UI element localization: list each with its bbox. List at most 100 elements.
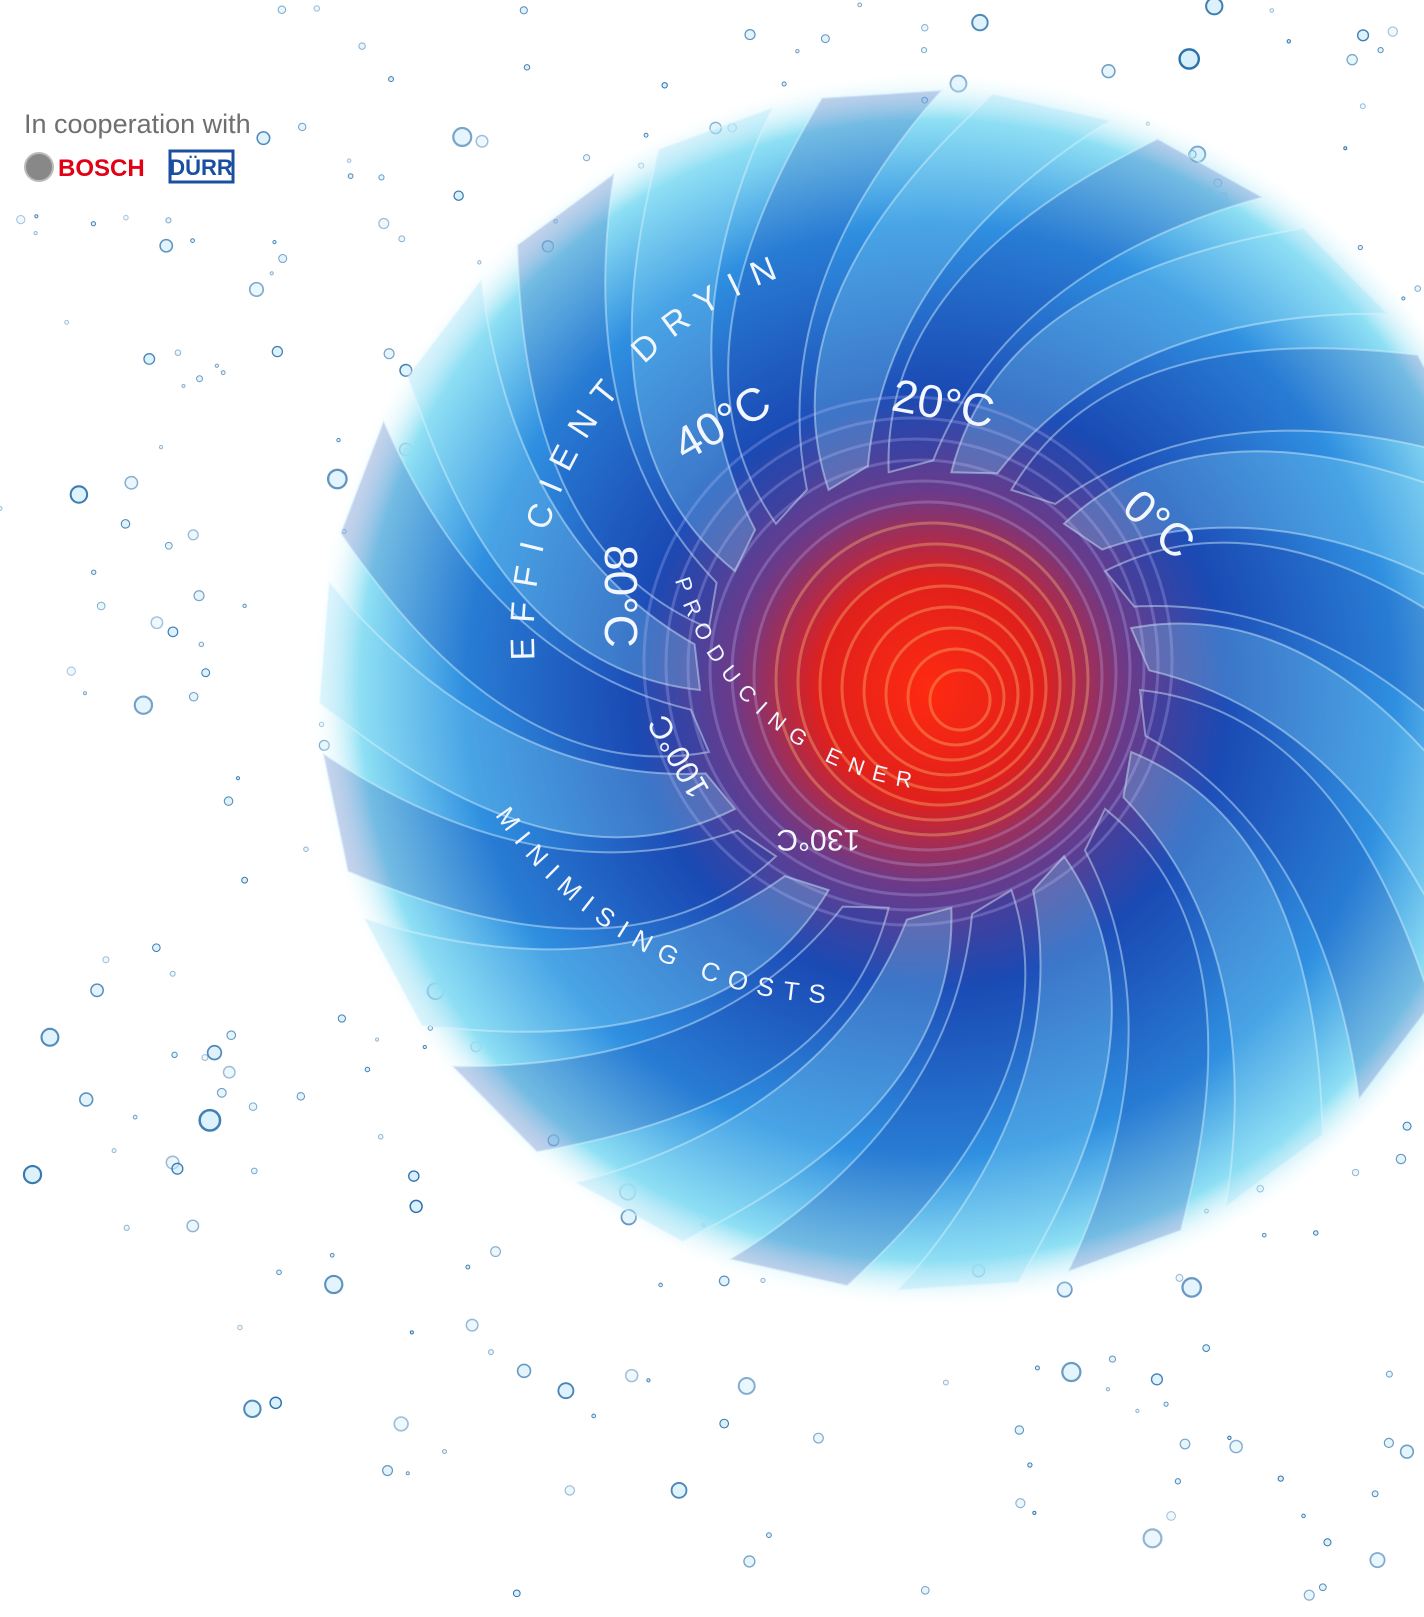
bubble — [512, 1589, 521, 1598]
bubble — [942, 1379, 949, 1386]
bubble — [820, 34, 830, 44]
vortex — [300, 70, 1424, 1310]
bubble — [150, 616, 164, 630]
blade — [727, 89, 944, 526]
ring — [708, 458, 1132, 882]
bubble — [744, 28, 756, 41]
bubble — [256, 131, 271, 146]
bubble — [1301, 1513, 1306, 1519]
bubble — [1377, 46, 1384, 54]
blade — [813, 93, 1113, 492]
ring — [818, 563, 1062, 807]
bubble — [475, 134, 489, 148]
bubble — [124, 475, 139, 490]
bubble — [1202, 1344, 1211, 1353]
bubble — [658, 1282, 663, 1288]
bubble — [216, 1087, 227, 1098]
bubble — [201, 668, 211, 678]
bubble — [516, 1363, 532, 1379]
bubble — [1356, 29, 1370, 42]
blade — [896, 854, 1113, 1291]
bubble — [646, 1378, 651, 1383]
blade — [319, 580, 737, 839]
bubble — [519, 6, 528, 15]
bubble — [1163, 1401, 1169, 1407]
bubble — [409, 1199, 423, 1214]
bubble — [920, 1585, 930, 1595]
bubble — [165, 217, 172, 224]
bubble — [235, 776, 241, 781]
bubble — [40, 1027, 60, 1047]
ring — [664, 416, 1160, 912]
bubble — [1401, 296, 1406, 301]
bubble — [1303, 1589, 1315, 1601]
bubble — [1166, 1511, 1176, 1521]
bubble — [1142, 1528, 1163, 1549]
bubble — [296, 1092, 306, 1101]
blade — [887, 137, 1265, 474]
bubble — [206, 1044, 223, 1061]
bubble — [22, 1164, 43, 1185]
bubble — [465, 1318, 479, 1332]
bubble — [1385, 1370, 1393, 1378]
bubble — [1229, 1439, 1243, 1454]
bubble — [271, 345, 284, 358]
bubble — [358, 42, 366, 50]
bubble — [557, 1382, 575, 1400]
blade — [1122, 750, 1324, 1209]
bubble — [383, 348, 395, 360]
bubble — [79, 1092, 94, 1107]
ring — [642, 395, 1174, 927]
bubble — [196, 375, 203, 383]
bubble — [1369, 1552, 1386, 1569]
bubble — [488, 1349, 494, 1356]
bubble — [0, 506, 3, 511]
ring — [730, 479, 1118, 867]
temp-80: 80°C — [595, 545, 647, 648]
bubble — [272, 240, 277, 245]
bubble — [378, 174, 385, 181]
ring — [752, 500, 1104, 852]
bubble — [1108, 1355, 1117, 1363]
bubble — [201, 1054, 209, 1061]
blade — [1129, 622, 1424, 897]
bubble — [591, 1413, 597, 1419]
bubble — [1277, 1475, 1284, 1482]
bubble — [277, 5, 287, 14]
bubble — [1179, 1438, 1191, 1450]
bubble — [1105, 1387, 1111, 1392]
bubble — [409, 1330, 414, 1335]
bubble — [187, 529, 199, 541]
bubble — [90, 569, 97, 575]
bubble — [214, 363, 219, 368]
bubble — [313, 5, 321, 12]
temp-130: 130°C — [776, 823, 860, 856]
bubble — [583, 154, 591, 162]
bubble — [132, 1114, 138, 1120]
bubble — [193, 590, 205, 602]
bubble — [223, 796, 234, 806]
blade — [950, 227, 1390, 475]
bubble — [920, 47, 928, 54]
bubble — [378, 217, 390, 230]
blade — [1103, 541, 1424, 712]
bubble — [242, 603, 247, 609]
bubble — [102, 956, 110, 964]
bubble — [329, 1252, 335, 1258]
bubble — [181, 383, 186, 388]
bubble — [1178, 48, 1201, 70]
bubble — [222, 1065, 236, 1079]
bubble — [237, 1324, 243, 1331]
bubble — [250, 1167, 258, 1175]
blade — [1066, 807, 1210, 1274]
bubble — [158, 444, 164, 450]
bubble — [143, 353, 156, 365]
bubble — [405, 1471, 410, 1476]
bubble — [241, 876, 249, 884]
bubble — [133, 695, 154, 715]
bubble — [1359, 103, 1366, 110]
bubble — [1286, 39, 1291, 44]
bubble — [1387, 26, 1398, 37]
bubble — [398, 235, 406, 243]
